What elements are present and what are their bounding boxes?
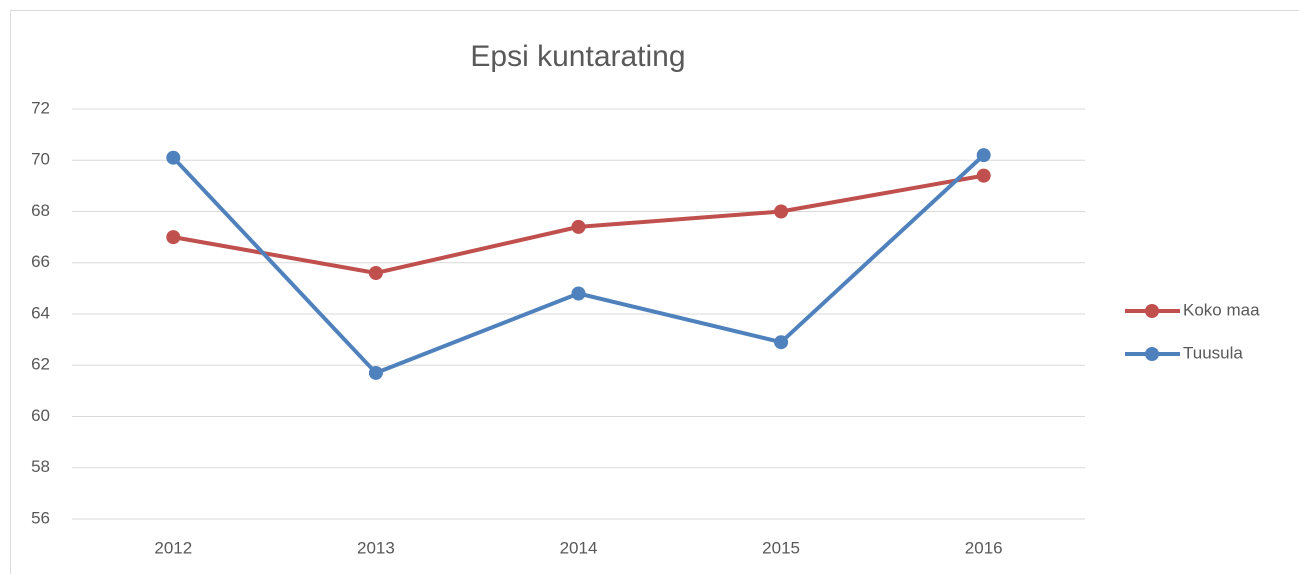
y-tick-label: 62 <box>31 355 50 374</box>
y-tick-label: 58 <box>31 457 50 476</box>
data-point <box>571 219 586 234</box>
x-tick-label: 2014 <box>560 538 598 557</box>
data-point <box>571 286 586 301</box>
y-tick-label: 68 <box>31 201 50 220</box>
y-tick-label: 56 <box>31 508 50 527</box>
y-tick-label: 70 <box>31 150 50 169</box>
chart-frame <box>10 10 1299 574</box>
data-point <box>976 148 991 163</box>
data-point <box>976 168 991 183</box>
chart-title: Epsi kuntarating <box>470 40 685 73</box>
data-point <box>166 230 181 245</box>
legend-label: Tuusula <box>1183 343 1243 362</box>
y-tick-label: 60 <box>31 406 50 425</box>
x-tick-label: 2013 <box>357 538 395 557</box>
x-tick-label: 2012 <box>154 538 192 557</box>
data-point <box>774 335 789 350</box>
legend-marker <box>1145 304 1159 318</box>
legend-label: Koko maa <box>1183 300 1260 319</box>
y-tick-label: 64 <box>31 303 50 322</box>
data-point <box>166 150 181 165</box>
x-tick-label: 2016 <box>965 538 1003 557</box>
data-point <box>774 204 789 219</box>
y-tick-label: 66 <box>31 252 50 271</box>
data-point <box>368 266 383 280</box>
y-tick-label: 72 <box>31 98 50 117</box>
data-point <box>368 365 383 380</box>
x-tick-label: 2015 <box>762 538 800 557</box>
legend-marker <box>1145 347 1159 361</box>
